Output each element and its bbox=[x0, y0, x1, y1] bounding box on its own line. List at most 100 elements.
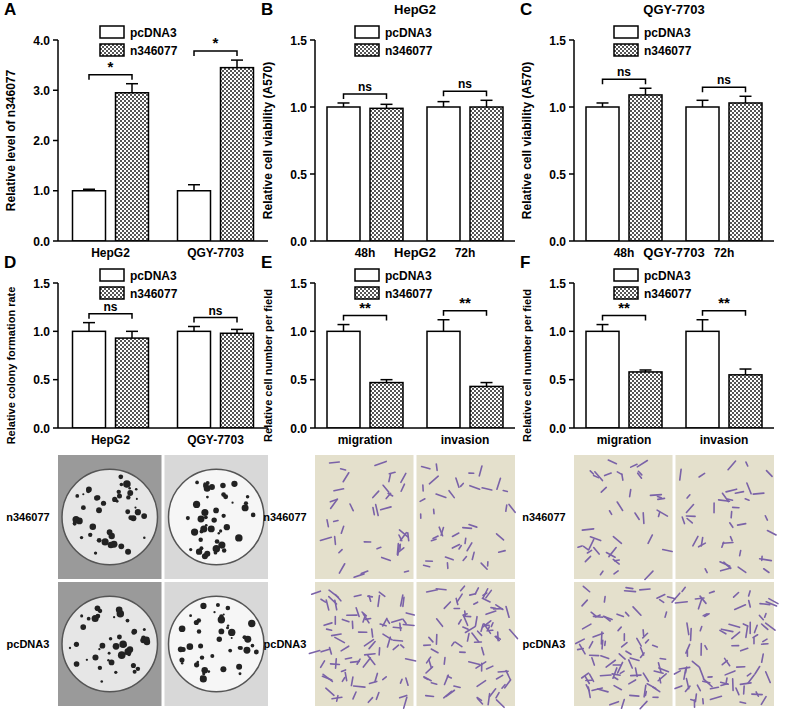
colony bbox=[107, 529, 113, 535]
cell bbox=[735, 492, 743, 494]
image-bg bbox=[574, 455, 673, 579]
cell bbox=[497, 700, 505, 707]
error-cap bbox=[338, 102, 350, 104]
cell bbox=[610, 511, 612, 515]
cell bbox=[343, 473, 349, 482]
bar bbox=[221, 68, 254, 241]
cell bbox=[426, 695, 434, 697]
cell bbox=[629, 660, 633, 668]
error-cap bbox=[83, 188, 95, 190]
error-cap bbox=[481, 382, 493, 384]
colony bbox=[102, 538, 109, 545]
error-bar bbox=[740, 96, 752, 103]
image-bg bbox=[315, 455, 414, 579]
colony bbox=[208, 525, 215, 532]
colony bbox=[88, 533, 92, 537]
cell bbox=[445, 557, 453, 560]
cell bbox=[687, 495, 690, 498]
cell bbox=[725, 678, 727, 683]
cell bbox=[653, 645, 658, 647]
error-bar bbox=[231, 329, 243, 333]
y-tick-label: 0.0 bbox=[549, 235, 566, 249]
colony bbox=[213, 508, 219, 514]
cell bbox=[753, 638, 755, 644]
cell bbox=[375, 673, 377, 681]
cell bbox=[433, 509, 435, 513]
y-tick-label: 0.0 bbox=[290, 235, 307, 249]
cell bbox=[746, 626, 748, 637]
cell bbox=[692, 661, 698, 666]
y-tick bbox=[569, 39, 574, 41]
cell bbox=[645, 692, 647, 696]
cell bbox=[342, 619, 349, 621]
cell bbox=[376, 693, 378, 700]
cell bbox=[624, 634, 626, 641]
cell bbox=[341, 469, 346, 470]
panel-letter: E bbox=[261, 253, 272, 272]
bar bbox=[327, 107, 360, 241]
x-axis bbox=[574, 240, 774, 242]
bar bbox=[427, 107, 460, 241]
cell bbox=[341, 526, 343, 533]
cell bbox=[464, 611, 466, 615]
error-cap bbox=[740, 368, 752, 370]
cell bbox=[431, 539, 436, 541]
cell bbox=[657, 595, 665, 599]
colony bbox=[100, 643, 106, 649]
error-line bbox=[602, 325, 604, 332]
cell bbox=[477, 698, 481, 701]
colony bbox=[118, 543, 124, 549]
error-cap bbox=[83, 322, 95, 324]
y-tick-label: 4.0 bbox=[33, 34, 50, 48]
cell bbox=[364, 640, 373, 646]
image bbox=[574, 455, 673, 580]
y-tick bbox=[53, 39, 58, 41]
cell bbox=[351, 661, 360, 662]
image bbox=[309, 582, 415, 708]
colony bbox=[133, 670, 137, 674]
colony bbox=[100, 680, 103, 683]
cell bbox=[443, 658, 445, 665]
cell bbox=[352, 621, 354, 628]
cell bbox=[474, 602, 478, 604]
panel-b: BHepG2Relative cell viability (A570)0.00… bbox=[261, 0, 515, 260]
cell bbox=[626, 588, 633, 589]
cell bbox=[397, 544, 400, 555]
error-bar bbox=[697, 320, 709, 332]
cell bbox=[459, 620, 461, 624]
significance-label: * bbox=[213, 34, 219, 51]
chart-title: QGY-7703 bbox=[643, 2, 704, 17]
cell bbox=[320, 537, 331, 540]
x-tick-label: HepG2 bbox=[91, 246, 130, 260]
cell bbox=[695, 597, 704, 600]
cell bbox=[730, 523, 733, 528]
cell bbox=[672, 593, 680, 602]
image-bg bbox=[165, 582, 269, 706]
cell bbox=[497, 478, 501, 489]
cell bbox=[765, 613, 766, 617]
cell bbox=[749, 600, 751, 607]
cell bbox=[648, 535, 652, 543]
cell bbox=[763, 639, 767, 641]
cell bbox=[625, 590, 636, 592]
bar bbox=[370, 108, 403, 241]
cell bbox=[703, 679, 712, 687]
cell bbox=[767, 531, 776, 535]
legend-swatch bbox=[614, 26, 638, 38]
cell bbox=[603, 616, 612, 619]
error-bar bbox=[697, 100, 709, 107]
cell bbox=[484, 624, 491, 634]
x-axis bbox=[315, 240, 515, 242]
cell bbox=[463, 527, 472, 529]
colony bbox=[179, 657, 184, 662]
cell bbox=[435, 464, 437, 470]
colony bbox=[210, 654, 214, 658]
legend-swatch bbox=[355, 269, 379, 281]
cell bbox=[612, 674, 620, 675]
cell bbox=[403, 624, 414, 627]
cell bbox=[583, 624, 591, 629]
cell bbox=[506, 607, 509, 618]
cell bbox=[424, 644, 431, 646]
colony bbox=[200, 525, 207, 532]
y-tick-label: 1.5 bbox=[33, 277, 50, 291]
